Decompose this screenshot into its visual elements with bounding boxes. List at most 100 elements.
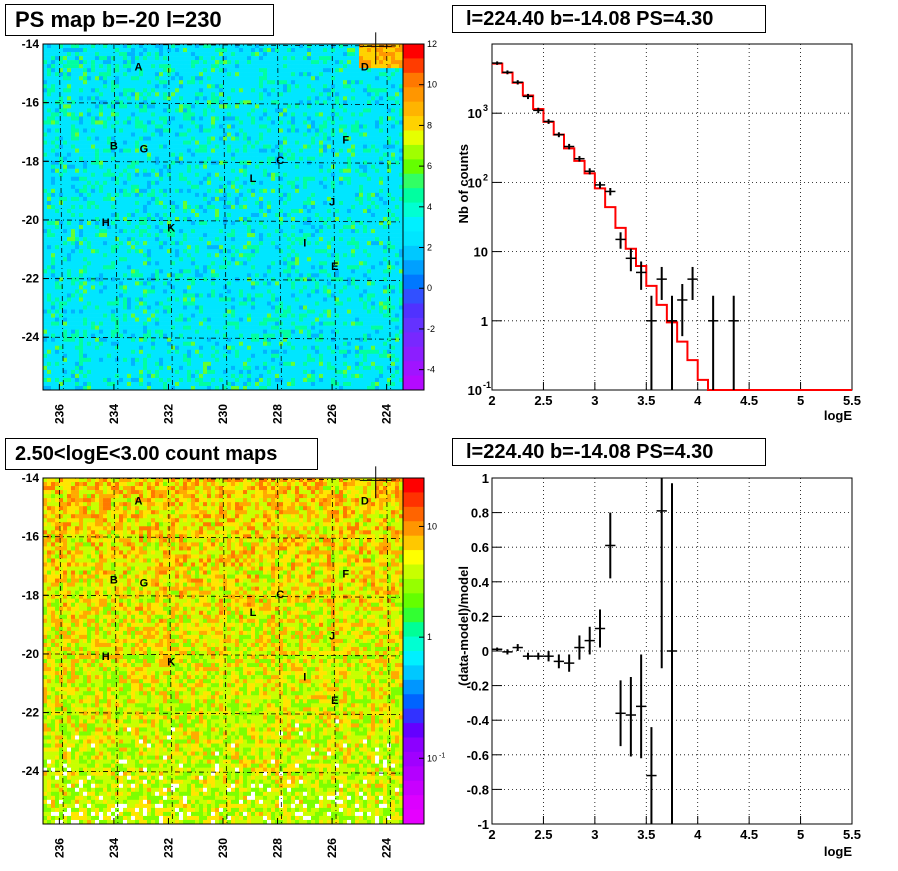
- heatmap-cell: [107, 208, 112, 214]
- heatmap-cell: [275, 56, 280, 61]
- heatmap-cell: [355, 233, 360, 238]
- heatmap-cell: [399, 212, 404, 218]
- heatmap-cell: [327, 140, 332, 145]
- heatmap-cell: [119, 180, 124, 186]
- heatmap-cell: [395, 84, 400, 89]
- heatmap-cell: [203, 217, 208, 222]
- heatmap-cell: [291, 249, 296, 254]
- heatmap-cell: [211, 180, 216, 186]
- heatmap-cell: [143, 136, 148, 141]
- heatmap-cell: [231, 160, 236, 165]
- heatmap-cell: [255, 221, 260, 226]
- heatmap-cell: [379, 237, 384, 242]
- heatmap-cell: [83, 241, 88, 246]
- heatmap-cell: [331, 212, 336, 218]
- heatmap-cell: [147, 168, 152, 174]
- heatmap-cell: [83, 237, 88, 242]
- heatmap-cell: [259, 253, 264, 258]
- heatmap-cell: [243, 52, 248, 57]
- heatmap-cell: [159, 184, 164, 190]
- heatmap-cell: [143, 156, 148, 161]
- heatmap-cell: [363, 225, 368, 230]
- heatmap-cell: [339, 233, 344, 238]
- heatmap-cell: [339, 176, 344, 182]
- heatmap-cell: [167, 84, 172, 89]
- heatmap-cell: [343, 60, 348, 65]
- heatmap-cell: [259, 116, 264, 121]
- heatmap-cell: [155, 241, 160, 246]
- heatmap-cell: [115, 184, 120, 190]
- heatmap-cell: [223, 96, 228, 101]
- heatmap-cell: [119, 52, 124, 57]
- heatmap-cell: [291, 140, 296, 145]
- heatmap-cell: [211, 176, 216, 182]
- heatmap-cell: [235, 188, 240, 194]
- heatmap-cell: [339, 80, 344, 85]
- heatmap-cell: [51, 60, 56, 65]
- heatmap-cell: [251, 60, 256, 65]
- heatmap-cell: [367, 112, 372, 117]
- heatmap-cell: [195, 136, 200, 141]
- heatmap-cell: [155, 172, 160, 178]
- heatmap-cell: [79, 148, 84, 153]
- heatmap-cell: [291, 168, 296, 174]
- heatmap-cell: [71, 253, 76, 258]
- heatmap-cell: [123, 48, 128, 53]
- heatmap-cell: [151, 44, 156, 49]
- heatmap-cell: [255, 140, 260, 145]
- heatmap-cell: [311, 112, 316, 117]
- heatmap-cell: [171, 225, 176, 230]
- heatmap-cell: [267, 212, 272, 218]
- heatmap-cell: [63, 144, 68, 149]
- heatmap-cell: [319, 132, 324, 137]
- heatmap-cell: [383, 64, 388, 69]
- heatmap-cell: [71, 68, 76, 73]
- heatmap-cell: [223, 132, 228, 137]
- heatmap-cell: [43, 88, 48, 93]
- heatmap-cell: [51, 44, 56, 49]
- heatmap-cell: [183, 132, 188, 137]
- heatmap-cell: [79, 204, 84, 210]
- heatmap-cell: [119, 44, 124, 49]
- heatmap-cell: [275, 160, 280, 165]
- heatmap-cell: [203, 84, 208, 89]
- heatmap-cell: [127, 164, 132, 170]
- heatmap-cell: [171, 104, 176, 109]
- heatmap-cell: [107, 164, 112, 170]
- heatmap-cell: [139, 116, 144, 121]
- heatmap-cell: [91, 124, 96, 129]
- heatmap-cell: [75, 148, 80, 153]
- heatmap-cell: [339, 100, 344, 105]
- heatmap-cell: [351, 112, 356, 117]
- heatmap-cell: [383, 217, 388, 222]
- heatmap-cell: [99, 44, 104, 49]
- heatmap-cell: [91, 72, 96, 77]
- heatmap-cell: [223, 124, 228, 129]
- heatmap-cell: [143, 132, 148, 137]
- heatmap-cell: [271, 72, 276, 77]
- heatmap-cell: [47, 225, 52, 230]
- heatmap-cell: [75, 164, 80, 170]
- heatmap-cell: [243, 233, 248, 238]
- heatmap-cell: [295, 188, 300, 194]
- heatmap-cell: [367, 104, 372, 109]
- heatmap-cell: [371, 120, 376, 125]
- heatmap-cell: [287, 196, 292, 202]
- heatmap-cell: [303, 68, 308, 73]
- heatmap-cell: [315, 84, 320, 89]
- heatmap-cell: [171, 188, 176, 194]
- heatmap-cell: [63, 196, 68, 202]
- heatmap-cell: [243, 88, 248, 93]
- heatmap-cell: [155, 221, 160, 226]
- heatmap-cell: [67, 160, 72, 165]
- heatmap-cell: [231, 48, 236, 53]
- heatmap-cell: [51, 128, 56, 133]
- heatmap-cell: [263, 176, 268, 182]
- heatmap-cell: [67, 233, 72, 238]
- heatmap-cell: [399, 52, 404, 57]
- heatmap-cell: [71, 249, 76, 254]
- heatmap-cell: [115, 241, 120, 246]
- heatmap-cell: [83, 140, 88, 145]
- heatmap-cell: [271, 241, 276, 246]
- heatmap-cell: [351, 108, 356, 113]
